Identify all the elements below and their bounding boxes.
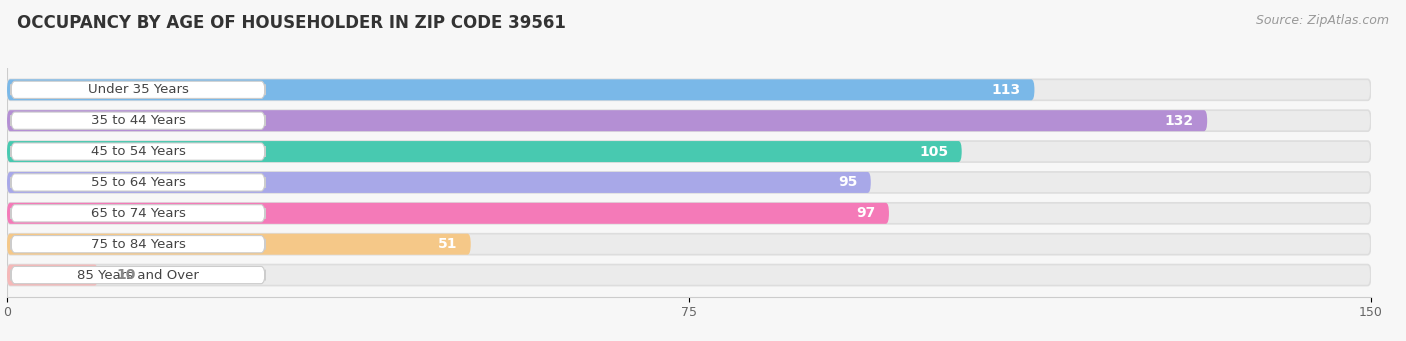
Text: 75 to 84 Years: 75 to 84 Years — [90, 238, 186, 251]
Text: 97: 97 — [856, 206, 876, 220]
Text: Under 35 Years: Under 35 Years — [87, 83, 188, 96]
FancyBboxPatch shape — [7, 141, 962, 162]
FancyBboxPatch shape — [7, 141, 1371, 162]
FancyBboxPatch shape — [7, 203, 1371, 224]
Text: Source: ZipAtlas.com: Source: ZipAtlas.com — [1256, 14, 1389, 27]
FancyBboxPatch shape — [7, 234, 471, 255]
FancyBboxPatch shape — [7, 234, 1371, 255]
FancyBboxPatch shape — [11, 174, 266, 191]
Text: 10: 10 — [117, 268, 135, 282]
Text: 113: 113 — [991, 83, 1021, 97]
FancyBboxPatch shape — [7, 172, 1371, 193]
FancyBboxPatch shape — [7, 265, 1371, 285]
FancyBboxPatch shape — [11, 81, 266, 99]
Text: OCCUPANCY BY AGE OF HOUSEHOLDER IN ZIP CODE 39561: OCCUPANCY BY AGE OF HOUSEHOLDER IN ZIP C… — [17, 14, 565, 32]
Text: 55 to 64 Years: 55 to 64 Years — [90, 176, 186, 189]
FancyBboxPatch shape — [7, 203, 889, 224]
FancyBboxPatch shape — [11, 266, 266, 284]
FancyBboxPatch shape — [7, 265, 98, 285]
FancyBboxPatch shape — [11, 205, 266, 222]
FancyBboxPatch shape — [7, 110, 1208, 131]
FancyBboxPatch shape — [7, 79, 1035, 100]
Text: 95: 95 — [838, 175, 858, 190]
FancyBboxPatch shape — [11, 236, 266, 253]
Text: 45 to 54 Years: 45 to 54 Years — [90, 145, 186, 158]
FancyBboxPatch shape — [7, 110, 1371, 131]
FancyBboxPatch shape — [7, 79, 1371, 100]
Text: 85 Years and Over: 85 Years and Over — [77, 269, 198, 282]
Text: 65 to 74 Years: 65 to 74 Years — [90, 207, 186, 220]
Text: 105: 105 — [920, 145, 948, 159]
FancyBboxPatch shape — [11, 143, 266, 160]
FancyBboxPatch shape — [11, 112, 266, 129]
Text: 35 to 44 Years: 35 to 44 Years — [90, 114, 186, 127]
FancyBboxPatch shape — [7, 172, 870, 193]
Text: 132: 132 — [1164, 114, 1194, 128]
Text: 51: 51 — [437, 237, 457, 251]
